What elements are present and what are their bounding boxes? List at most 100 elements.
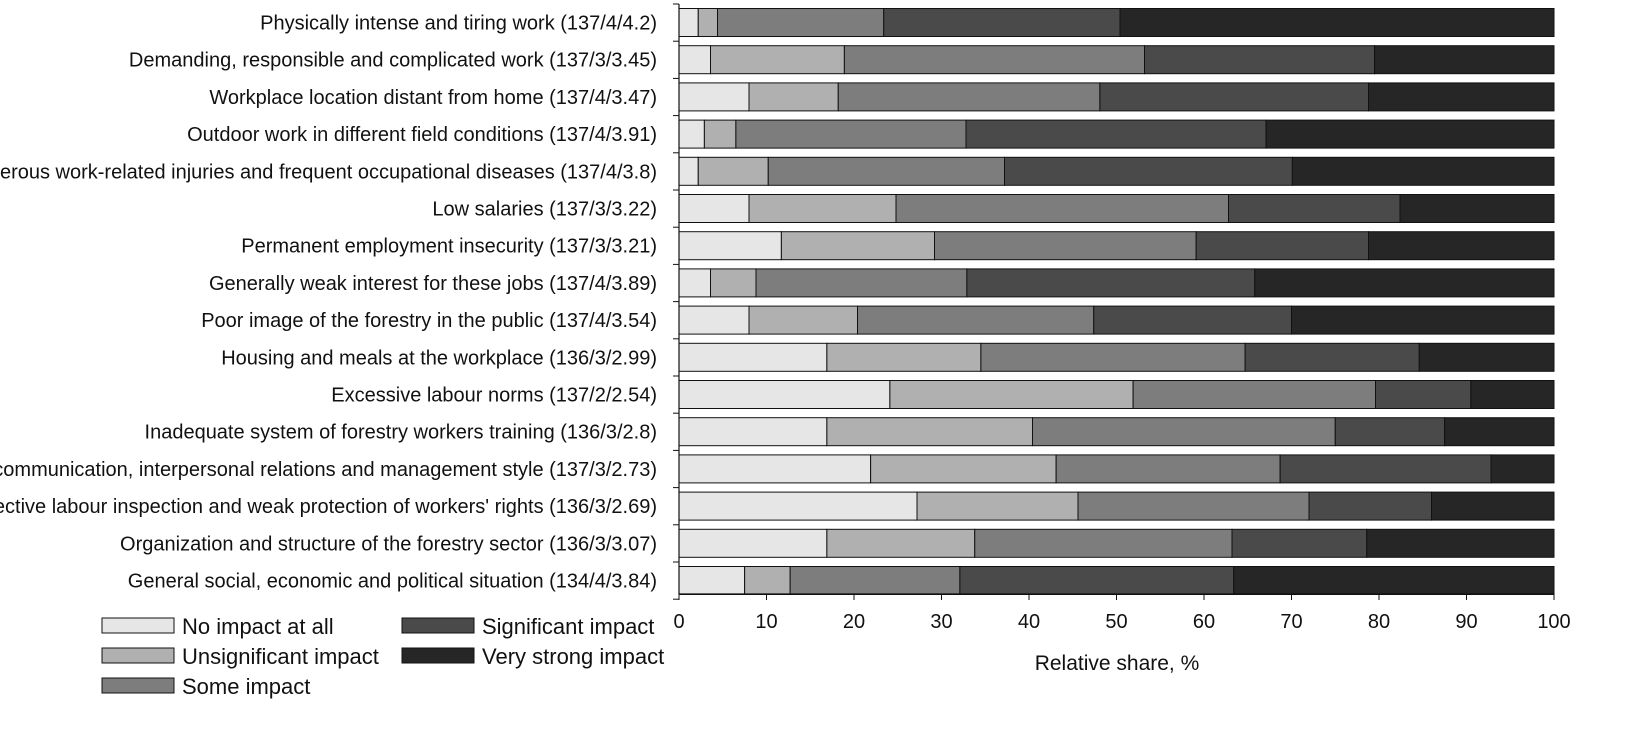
bar-segment (1375, 380, 1472, 409)
bar-segment (697, 156, 769, 186)
category-label: Poor image of the forestry in the public… (201, 310, 657, 332)
category-label: Generally weak interest for these jobs (… (209, 273, 657, 295)
bar-segment (1291, 305, 1555, 335)
legend-swatch (101, 677, 175, 694)
bar-segment (889, 380, 1134, 409)
bar-segment (1291, 156, 1555, 186)
bar-segment (857, 305, 1095, 335)
bar-segment (1093, 305, 1292, 335)
legend-swatch (101, 617, 175, 634)
category-label: Workplace location distant from home (13… (209, 87, 657, 109)
bar-segment (1228, 194, 1401, 223)
bar-segment (678, 231, 782, 261)
bar-segment (826, 342, 982, 372)
bar-segment (1244, 342, 1420, 372)
bar-segment (1279, 454, 1492, 484)
bar-segment (748, 305, 858, 335)
category-label: Permanent employment insecurity (137/3/3… (241, 236, 657, 258)
bar-segment (678, 45, 711, 75)
category-label: Demanding, responsible and complicated w… (129, 50, 657, 72)
x-axis: 0 10 20 30 40 50 60 70 80 90 100 (673, 3, 1571, 633)
x-tick-label: 20 (843, 611, 865, 633)
bar-segment (965, 119, 1267, 149)
category-label: Excessive labour norms (137/2/2.54) (331, 385, 657, 407)
bar-segment (678, 305, 750, 335)
legend-label: No impact at all (182, 614, 334, 639)
bar-segment (837, 82, 1101, 112)
bar-segment (1077, 491, 1310, 521)
bar-segment (1431, 491, 1555, 521)
legend-label: Significant impact (482, 614, 654, 639)
x-tick-label: 70 (1280, 611, 1302, 633)
bar-segment (1399, 194, 1555, 223)
bar-segment (678, 82, 750, 112)
bar-segment (1470, 380, 1555, 409)
legend-swatch (401, 617, 475, 634)
bar-segment (710, 45, 845, 75)
legend-swatch (401, 647, 475, 664)
bar-segment (697, 8, 718, 37)
bar-segment (678, 342, 828, 372)
bar-segment (789, 566, 961, 595)
bar-segment (1195, 231, 1369, 261)
bar-segment (678, 268, 711, 298)
bars (678, 8, 1555, 595)
category-label: Low salaries (137/3/3.22) (432, 199, 657, 221)
x-tick-label: 50 (1105, 611, 1127, 633)
legend-label: Unsignificant impact (182, 644, 379, 669)
bar-segment (1254, 268, 1555, 298)
bar-segment (1144, 45, 1376, 75)
bar-segment (678, 156, 699, 186)
category-label: Inadequate system of forestry workers tr… (145, 422, 657, 444)
bar-segment (974, 528, 1233, 558)
bar-segment (710, 268, 757, 298)
category-label: Poor communication, interpersonal relati… (0, 459, 657, 481)
bar-segment (1366, 528, 1555, 558)
x-tick-label: 80 (1368, 611, 1390, 633)
bar-segment (843, 45, 1145, 75)
legend-label: Very strong impact (482, 644, 664, 669)
legend-swatch (101, 647, 175, 664)
bar-segment (678, 8, 699, 37)
bar-segment (1231, 528, 1368, 558)
bar-segment (780, 231, 935, 261)
bar-segment (678, 417, 828, 447)
bar-segment (934, 231, 1197, 261)
bar-segment (826, 528, 976, 558)
bar-segment (1368, 231, 1555, 261)
category-label: General social, economic and political s… (128, 571, 657, 593)
bar-segment (1418, 342, 1555, 372)
bar-segment (678, 454, 872, 484)
bar-segment (1265, 119, 1555, 149)
x-tick-label: 100 (1537, 611, 1570, 633)
bar-segment (678, 566, 746, 595)
bar-segment (1368, 82, 1555, 112)
x-tick-label: 30 (930, 611, 952, 633)
x-tick-label: 10 (755, 611, 777, 633)
bar-segment (735, 119, 967, 149)
bar-segment (1374, 45, 1555, 75)
bar-segment (895, 194, 1229, 223)
legend: No impact at all Unsignificant impact Some… (101, 614, 664, 699)
bar-segment (767, 156, 1005, 186)
bar-segment (1119, 8, 1555, 37)
bar-segment (966, 268, 1256, 298)
x-tick-label: 40 (1018, 611, 1040, 633)
bar-segment (748, 194, 897, 223)
bar-segment (755, 268, 968, 298)
bar-segment (1490, 454, 1555, 484)
bar-segment (1233, 566, 1555, 595)
category-label: Numerous work-related injuries and frequ… (0, 161, 657, 183)
category-label: Housing and meals at the workplace (136/… (221, 347, 657, 369)
bar-segment (678, 119, 705, 149)
bar-segment (883, 8, 1121, 37)
bar-segment (916, 491, 1079, 521)
category-label: Organization and structure of the forest… (120, 533, 657, 555)
legend-label: Some impact (182, 674, 310, 699)
x-axis-title: Relative share, % (1035, 652, 1200, 675)
bar-segment (1032, 417, 1336, 447)
bar-segment (1004, 156, 1293, 186)
x-tick-label: 0 (673, 611, 684, 633)
bar-segment (717, 8, 885, 37)
bar-segment (980, 342, 1246, 372)
